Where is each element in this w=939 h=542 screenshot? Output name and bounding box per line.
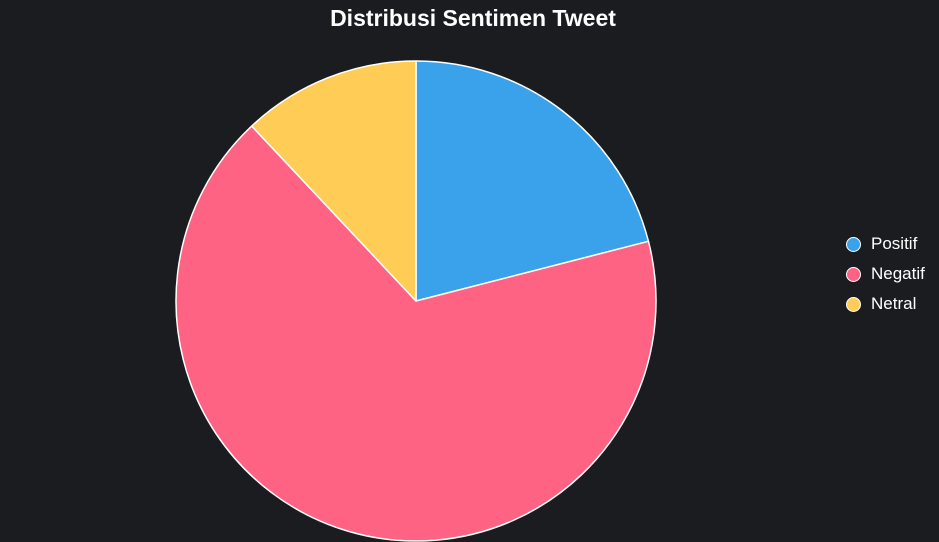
chart-legend: Positif Negatif Netral — [846, 229, 925, 319]
chart-title: Distribusi Sentimen Tweet — [330, 5, 616, 31]
legend-swatch — [846, 266, 861, 282]
pie-slice-netral[interactable] — [250, 60, 417, 302]
pie-slice-positif[interactable] — [415, 60, 650, 302]
legend-swatch — [846, 236, 861, 252]
legend-label: Netral — [871, 294, 917, 313]
legend-item-negatif[interactable]: Negatif — [846, 259, 925, 289]
legend-item-positif[interactable]: Positif — [846, 229, 925, 259]
pie-slice-negatif[interactable] — [175, 125, 657, 542]
legend-item-netral[interactable]: Netral — [846, 289, 925, 319]
legend-label: Positif — [871, 234, 918, 253]
legend-swatch — [846, 296, 861, 312]
legend-label: Negatif — [871, 264, 925, 283]
